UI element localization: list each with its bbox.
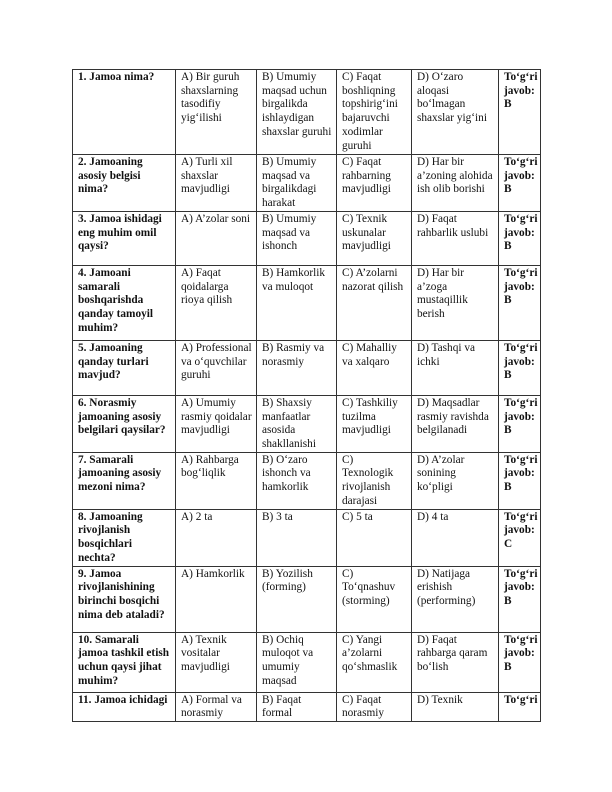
answer-cell: To‘g‘ri (498, 691, 541, 723)
table-row: 1. Jamoa nima? A) Bir guruh shaxslarning … (72, 69, 541, 155)
question-cell: 11. Jamoa ichidagi (72, 691, 176, 723)
option-a-cell: A) Turli xil shaxslar mavjudligi (175, 154, 257, 212)
question-cell: 10. Samarali jamoa tashkil etish uchun q… (72, 631, 176, 693)
option-a-cell: A) Texnik vositalar mavjudligi (175, 631, 257, 693)
option-c-cell: C) Faqat rahbarning mavjudligi (336, 154, 412, 212)
answer-cell: To‘g‘ri javob: B (498, 264, 541, 341)
option-b-cell: B) Umumiy maqsad va ishonch (256, 210, 337, 266)
option-a-cell: A) Hamkorlik (175, 565, 257, 633)
option-d-cell: D) A’zolar sonining ko‘pligi (411, 451, 499, 510)
option-c-cell: C) 5 ta (336, 508, 412, 567)
option-d-cell: D) Faqat rahbarga qaram bo‘lish (411, 631, 499, 693)
option-b-cell: B) Faqat formal (256, 691, 337, 723)
option-a-cell: A) 2 ta (175, 508, 257, 567)
question-cell: 4. Jamoani samarali boshqarishda qanday … (72, 264, 176, 341)
option-c-cell: C) Texnik uskunalar mavjudligi (336, 210, 412, 266)
answer-cell: To‘g‘ri javob: B (498, 339, 541, 396)
answer-cell: To‘g‘ri javob: B (498, 631, 541, 693)
option-c-cell: C) A’zolarni nazorat qilish (336, 264, 412, 341)
option-a-cell: A) Faqat qoidalarga rioya qilish (175, 264, 257, 341)
option-c-cell: C) Mahalliy va xalqaro (336, 339, 412, 396)
option-d-cell: D) Har bir a’zoga mustaqillik berish (411, 264, 499, 341)
option-a-cell: A) Umumiy rasmiy qoidalar mavjudligi (175, 394, 257, 453)
option-c-cell: C) To‘qnashuv (storming) (336, 565, 412, 633)
option-d-cell: D) Har bir a’zoning alohida ish olib bor… (411, 154, 499, 212)
answer-cell: To‘g‘ri javob: B (498, 154, 541, 212)
question-cell: 8. Jamoaning rivojlanish bosqichlari nec… (72, 508, 176, 567)
option-c-cell: C) Texnologik rivojlanish darajasi (336, 451, 412, 510)
option-d-cell: D) Tashqi va ichki (411, 339, 499, 396)
table-row: 7. Samarali jamoaning asosiy mezoni nima… (72, 451, 541, 510)
question-cell: 5. Jamoaning qanday turlari mavjud? (72, 339, 176, 396)
option-a-cell: A) Professional va o‘quvchilar guruhi (175, 339, 257, 396)
question-cell: 2. Jamoaning asosiy belgisi nima? (72, 154, 176, 212)
option-b-cell: B) Rasmiy va norasmiy (256, 339, 337, 396)
option-c-cell: C) Faqat norasmiy (336, 691, 412, 723)
option-b-cell: B) Umumiy maqsad uchun birgalikda ishlay… (256, 69, 337, 155)
table-row: 9. Jamoa rivojlanishining birinchi bosqi… (72, 565, 541, 633)
quiz-table: 1. Jamoa nima? A) Bir guruh shaxslarning … (72, 69, 541, 723)
table-row: 8. Jamoaning rivojlanish bosqichlari nec… (72, 508, 541, 567)
table-row: 11. Jamoa ichidagi A) Formal va norasmiy B… (72, 691, 541, 723)
option-a-cell: A) Rahbarga bog‘liqlik (175, 451, 257, 510)
option-b-cell: B) Yozilish (forming) (256, 565, 337, 633)
option-d-cell: D) Natijaga erishish (performing) (411, 565, 499, 633)
option-b-cell: B) Shaxsiy manfaatlar asosida shakllanis… (256, 394, 337, 453)
question-cell: 3. Jamoa ishidagi eng muhim omil qaysi? (72, 210, 176, 266)
table-row: 2. Jamoaning asosiy belgisi nima? A) Turl… (72, 154, 541, 212)
answer-cell: To‘g‘ri javob: B (498, 394, 541, 453)
option-d-cell: D) Faqat rahbarlik uslubi (411, 210, 499, 266)
option-c-cell: C) Tashkiliy tuzilma mavjudligi (336, 394, 412, 453)
option-d-cell: D) Texnik (411, 691, 499, 723)
answer-cell: To‘g‘ri javob: B (498, 69, 541, 155)
question-cell: 1. Jamoa nima? (72, 69, 176, 155)
option-b-cell: B) Ochiq muloqot va umumiy maqsad (256, 631, 337, 693)
option-b-cell: B) O‘zaro ishonch va hamkorlik (256, 451, 337, 510)
table-row: 5. Jamoaning qanday turlari mavjud? A) Pr… (72, 339, 541, 396)
table-row: 6. Norasmiy jamoaning asosiy belgilari q… (72, 394, 541, 453)
answer-cell: To‘g‘ri javob: C (498, 508, 541, 567)
option-c-cell: C) Yangi a’zolarni qo‘shmaslik (336, 631, 412, 693)
option-d-cell: D) 4 ta (411, 508, 499, 567)
answer-cell: To‘g‘ri javob: B (498, 451, 541, 510)
option-b-cell: B) Umumiy maqsad va birgalikdagi harakat (256, 154, 337, 212)
table-row: 3. Jamoa ishidagi eng muhim omil qaysi? A… (72, 210, 541, 266)
option-d-cell: D) O‘zaro aloqasi bo‘lmagan shaxslar yig… (411, 69, 499, 155)
answer-cell: To‘g‘ri javob: B (498, 210, 541, 266)
question-cell: 6. Norasmiy jamoaning asosiy belgilari q… (72, 394, 176, 453)
option-a-cell: A) Formal va norasmiy (175, 691, 257, 723)
option-a-cell: A) Bir guruh shaxslarning tasodifiy yig‘… (175, 69, 257, 155)
option-d-cell: D) Maqsadlar rasmiy ravishda belgilanadi (411, 394, 499, 453)
table-row: 10. Samarali jamoa tashkil etish uchun q… (72, 631, 541, 693)
question-cell: 9. Jamoa rivojlanishining birinchi bosqi… (72, 565, 176, 633)
option-b-cell: B) Hamkorlik va muloqot (256, 264, 337, 341)
option-a-cell: A) A’zolar soni (175, 210, 257, 266)
option-c-cell: C) Faqat boshliqning topshirig‘ini bajar… (336, 69, 412, 155)
answer-cell: To‘g‘ri javob: B (498, 565, 541, 633)
option-b-cell: B) 3 ta (256, 508, 337, 567)
table-row: 4. Jamoani samarali boshqarishda qanday … (72, 264, 541, 341)
question-cell: 7. Samarali jamoaning asosiy mezoni nima… (72, 451, 176, 510)
